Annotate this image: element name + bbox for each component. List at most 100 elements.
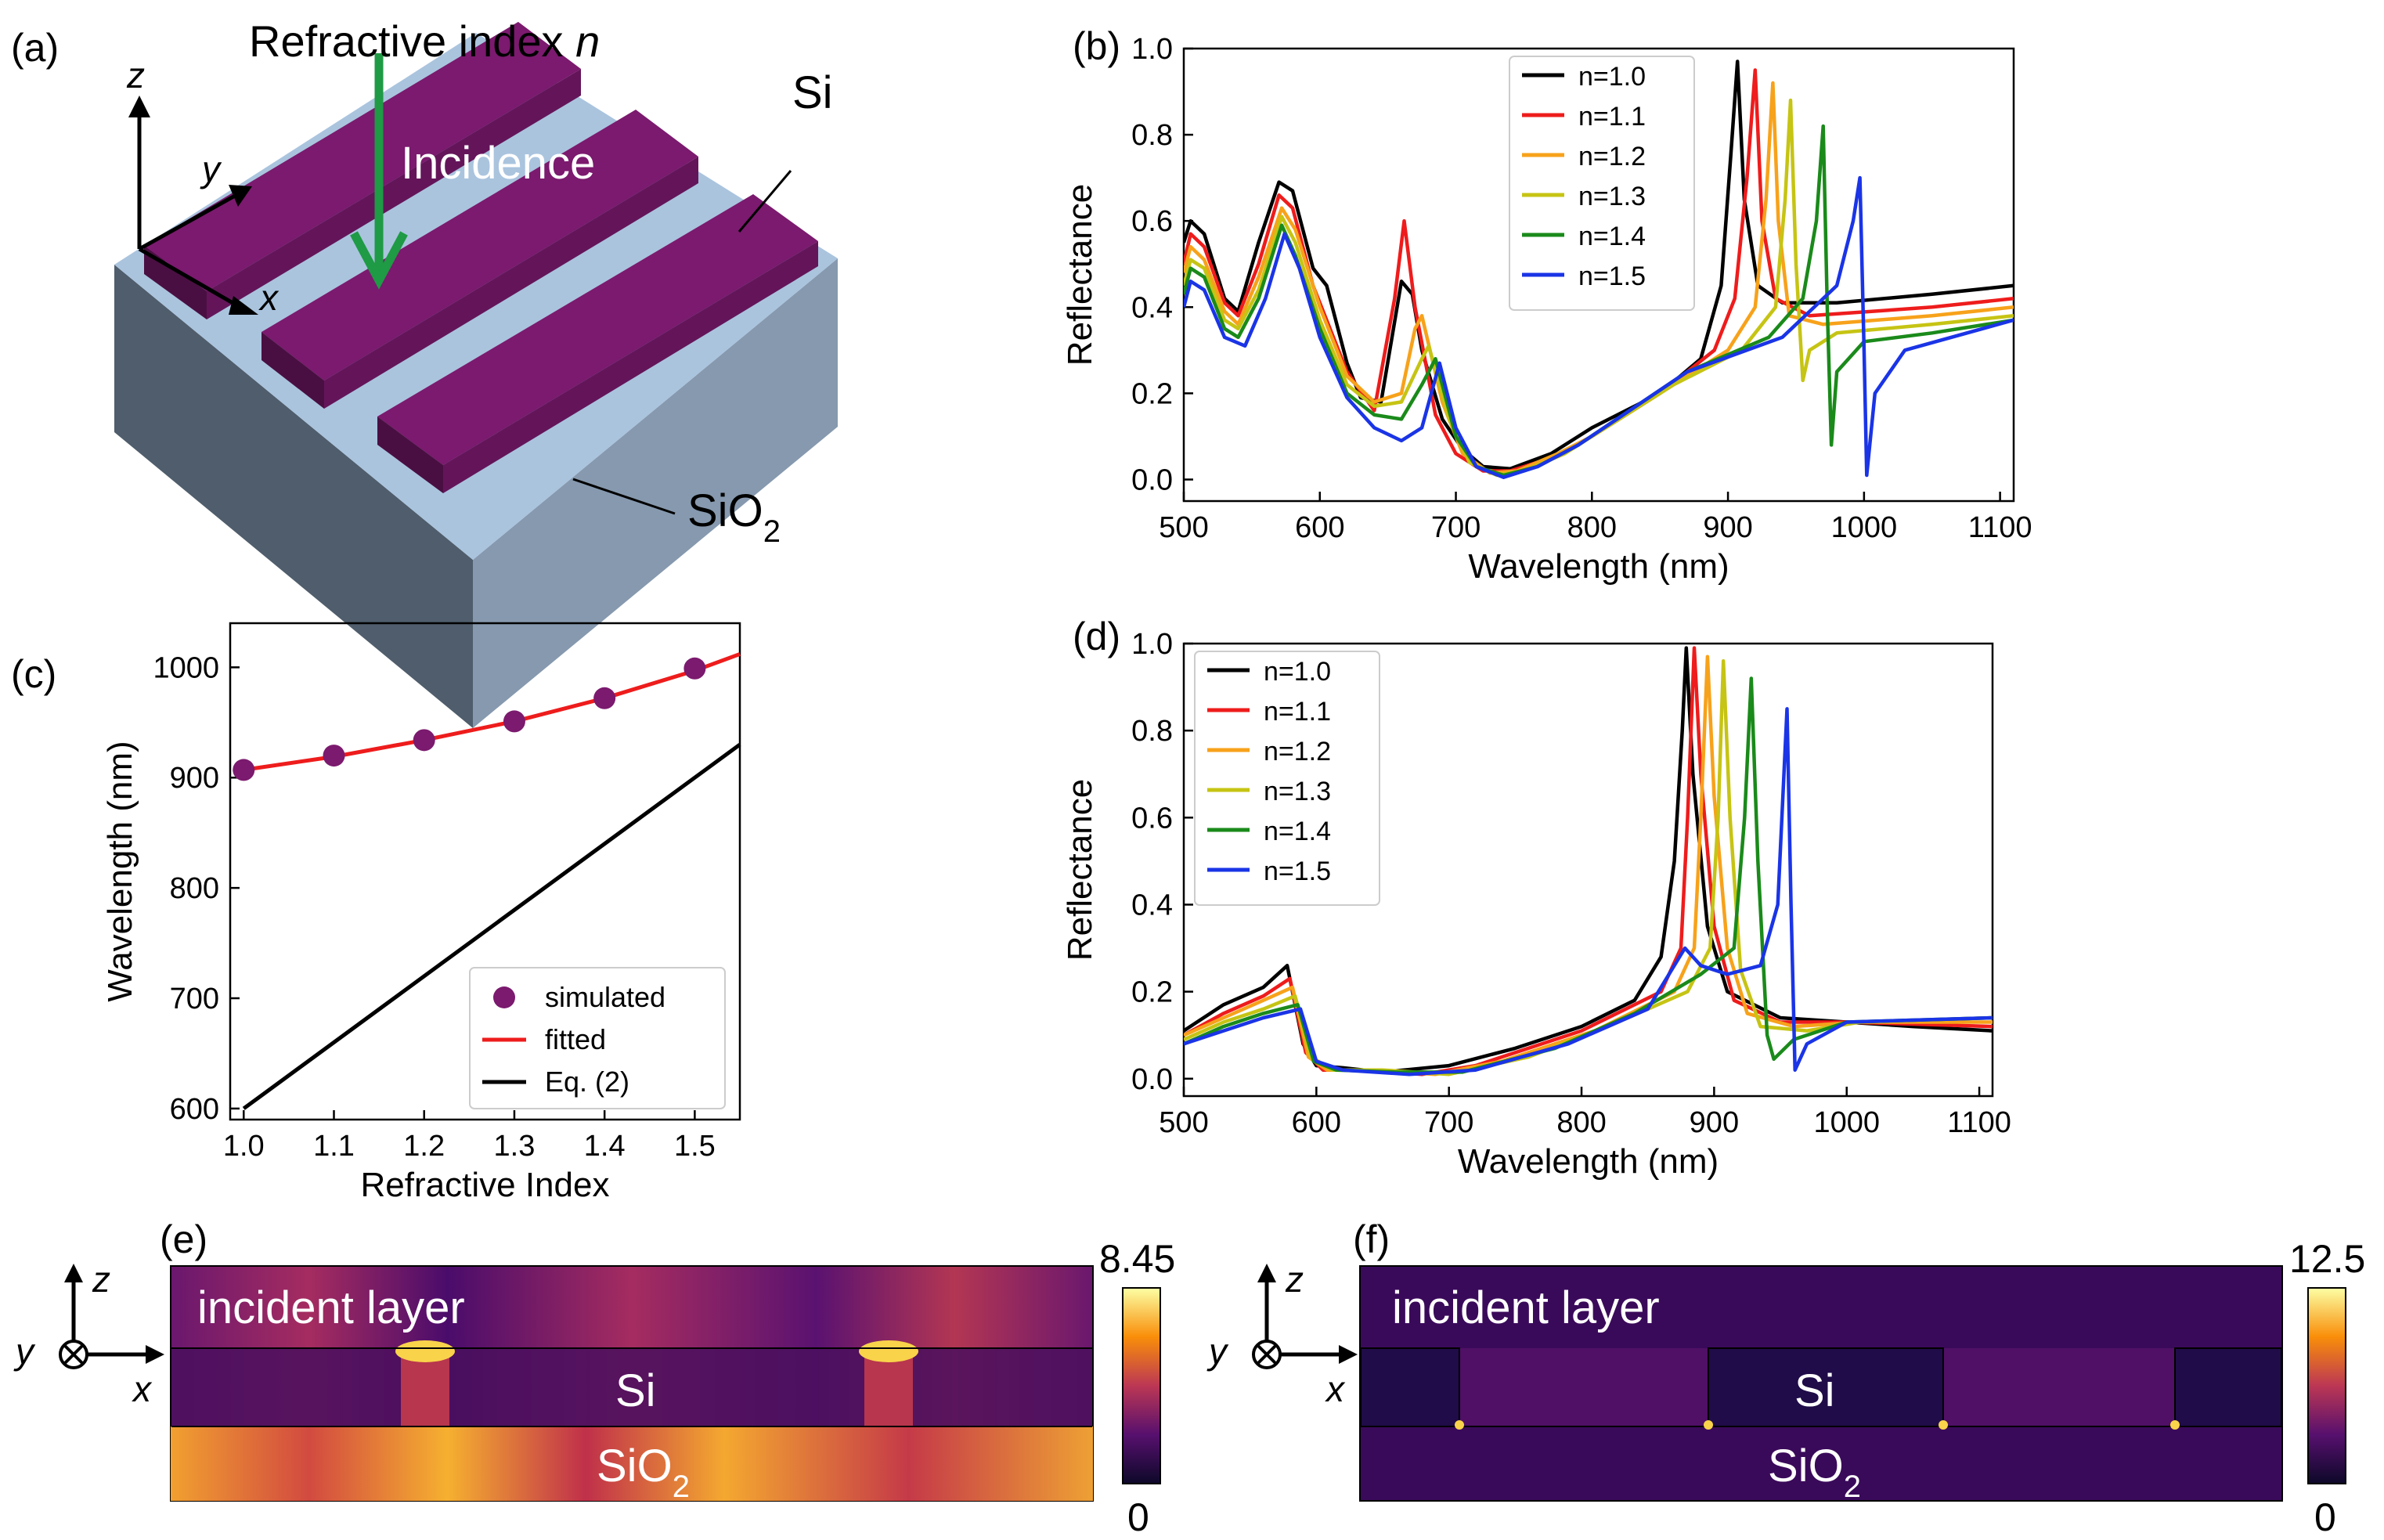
sio2-leader-line: [572, 478, 676, 515]
axis-z-label: z: [126, 55, 145, 96]
panel-b-label: (b): [1073, 24, 1120, 68]
incidence-label: Incidence: [401, 138, 595, 189]
y-tick-label-c: 900: [170, 762, 219, 795]
y-tick-label-b: 0.0: [1131, 463, 1173, 496]
legend-label-b: n=1.1: [1578, 102, 1646, 132]
sio2-label-f: SiO2: [1768, 1441, 1861, 1504]
z-axis-arrow-icon-f: [1257, 1264, 1276, 1282]
legend-label-d: n=1.3: [1264, 777, 1331, 806]
x-axis-label-b: Wavelength (nm): [1468, 547, 1729, 586]
y-axis-label-d: Reflectance: [1061, 779, 1099, 961]
simulated-point: [323, 745, 345, 767]
substrate-left-face: [114, 265, 473, 728]
y-tick-label-d: 0.0: [1131, 1063, 1173, 1096]
legend-label-d: n=1.1: [1264, 697, 1331, 727]
panel-e: (e) incident layer Si SiO2 8.45 0 z y x: [13, 1217, 1175, 1539]
legend-box-b: [1509, 56, 1695, 311]
plot-frame-b: [1182, 47, 2015, 503]
x-tick-label-d: 600: [1292, 1106, 1341, 1139]
plot-frame-c: [229, 622, 741, 1121]
y-tick-label-b: 0.2: [1131, 377, 1173, 410]
simulated-point: [593, 687, 616, 709]
substrate-right-face: [473, 258, 838, 728]
legend-label-d: n=1.5: [1264, 857, 1331, 886]
legend-label-c: simulated: [545, 981, 665, 1013]
y-tick-label-c: 1000: [153, 651, 219, 684]
y-tick-label-c: 700: [170, 983, 219, 1015]
panel-a: (a) z y x: [11, 16, 838, 728]
legend-label-b: n=1.4: [1578, 222, 1646, 251]
field-map-f-si-block-3: [2174, 1347, 2282, 1427]
hotspot-e-1: [395, 1340, 455, 1362]
legend-label-d: n=1.2: [1264, 737, 1331, 766]
legend-label-d: n=1.4: [1264, 817, 1331, 846]
y-tick-label-b: 0.8: [1131, 119, 1173, 152]
y-axis-label-c: Wavelength (nm): [101, 741, 139, 1001]
axis-x-label-e: x: [132, 1369, 153, 1409]
chart-d: (d) 500 600 700 800 900 1000 1100 0.0 0.2 0.4 0.6 0…: [1061, 615, 2011, 1181]
y-tick-label-d: 0.2: [1131, 976, 1173, 1009]
simulated-point: [683, 657, 706, 680]
x-axis-label-d: Wavelength (nm): [1458, 1142, 1719, 1181]
x-tick-label-c: 1.0: [223, 1130, 265, 1163]
y-tick-label-b: 0.6: [1131, 205, 1173, 238]
axis-y-label: y: [200, 149, 222, 189]
x-axis-arrow-icon: [229, 296, 258, 315]
y-tick-label-c: 800: [170, 872, 219, 905]
field-map-f-si-block-1: [1360, 1347, 1460, 1427]
eq2-line: [242, 742, 741, 1110]
legend-label-b: n=1.2: [1578, 142, 1646, 171]
legend-label-d: n=1.0: [1264, 657, 1331, 687]
si-bar-2: [261, 110, 698, 409]
x-tick-label-c: 1.3: [494, 1130, 536, 1163]
panel-c-label: (c): [11, 652, 56, 696]
sio2-label-e: SiO2: [597, 1441, 690, 1504]
chart-c: (c) 1.0 1.1 1.2 1.3 1.4 1.5 600 700 800 900 1000 Re…: [11, 622, 741, 1204]
x-tick-label-c: 1.2: [403, 1130, 445, 1163]
series-line-b-n=1.1: [1184, 68, 2014, 473]
axis-z-label-f: z: [1285, 1259, 1304, 1300]
legend-box-d: [1194, 651, 1380, 906]
axis-y-label-e: y: [13, 1331, 36, 1372]
si-label: Si: [792, 67, 833, 118]
sio2-label: SiO2: [687, 485, 781, 549]
incident-layer-label-e: incident layer: [197, 1282, 465, 1333]
series-line-b-n=1.5: [1184, 175, 2014, 479]
axis-x-label-f: x: [1325, 1369, 1346, 1409]
x-tick-label-d: 900: [1690, 1106, 1739, 1139]
legend-box-c: [469, 967, 726, 1109]
incident-layer-label-f: incident layer: [1392, 1282, 1660, 1333]
x-tick-label-d: 1100: [1947, 1106, 2011, 1139]
y-axis-label-b: Reflectance: [1061, 184, 1099, 366]
chart-b: (b) 500 600 700 800 900 1000 1100 0.0 0.2 0.4 0.6 0…: [1061, 24, 2032, 586]
refractive-index-title: Refractive index n: [249, 16, 600, 66]
y-axis-line: [138, 193, 236, 251]
z-axis-arrow-icon-e: [64, 1264, 83, 1282]
incidence-arrow-head: [350, 231, 408, 290]
colorbar-f-max: 12.5: [2289, 1237, 2365, 1281]
colorbar-e: [1122, 1287, 1161, 1484]
field-map-e-si-layer: [171, 1348, 1092, 1426]
axis-x-label: x: [258, 277, 280, 318]
colorbar-f-min: 0: [2314, 1495, 2336, 1539]
x-axis-arrow-icon-f: [1339, 1345, 1358, 1364]
si-label-f: Si: [1794, 1365, 1835, 1416]
x-tick-label-b: 500: [1159, 511, 1208, 544]
si-label-e: Si: [615, 1365, 656, 1416]
plot-frame-d: [1182, 642, 1994, 1098]
hotspot-f-1: [1455, 1420, 1464, 1430]
panel-a-label: (a): [11, 26, 59, 70]
y-tick-label-d: 0.8: [1131, 715, 1173, 748]
x-tick-label-b: 800: [1567, 511, 1617, 544]
x-tick-label-c: 1.5: [674, 1130, 716, 1163]
colorbar-e-min: 0: [1127, 1495, 1149, 1539]
legend-label-c: fitted: [545, 1023, 606, 1055]
panel-e-label: (e): [160, 1217, 207, 1261]
x-tick-label-b: 600: [1295, 511, 1344, 544]
y-tick-label-b: 1.0: [1131, 33, 1173, 66]
colorbar-e-max: 8.45: [1099, 1237, 1175, 1281]
y-tick-label-c: 600: [170, 1093, 219, 1126]
field-map-e-substrate: [171, 1426, 1093, 1501]
panel-f-label: (f): [1353, 1217, 1390, 1261]
